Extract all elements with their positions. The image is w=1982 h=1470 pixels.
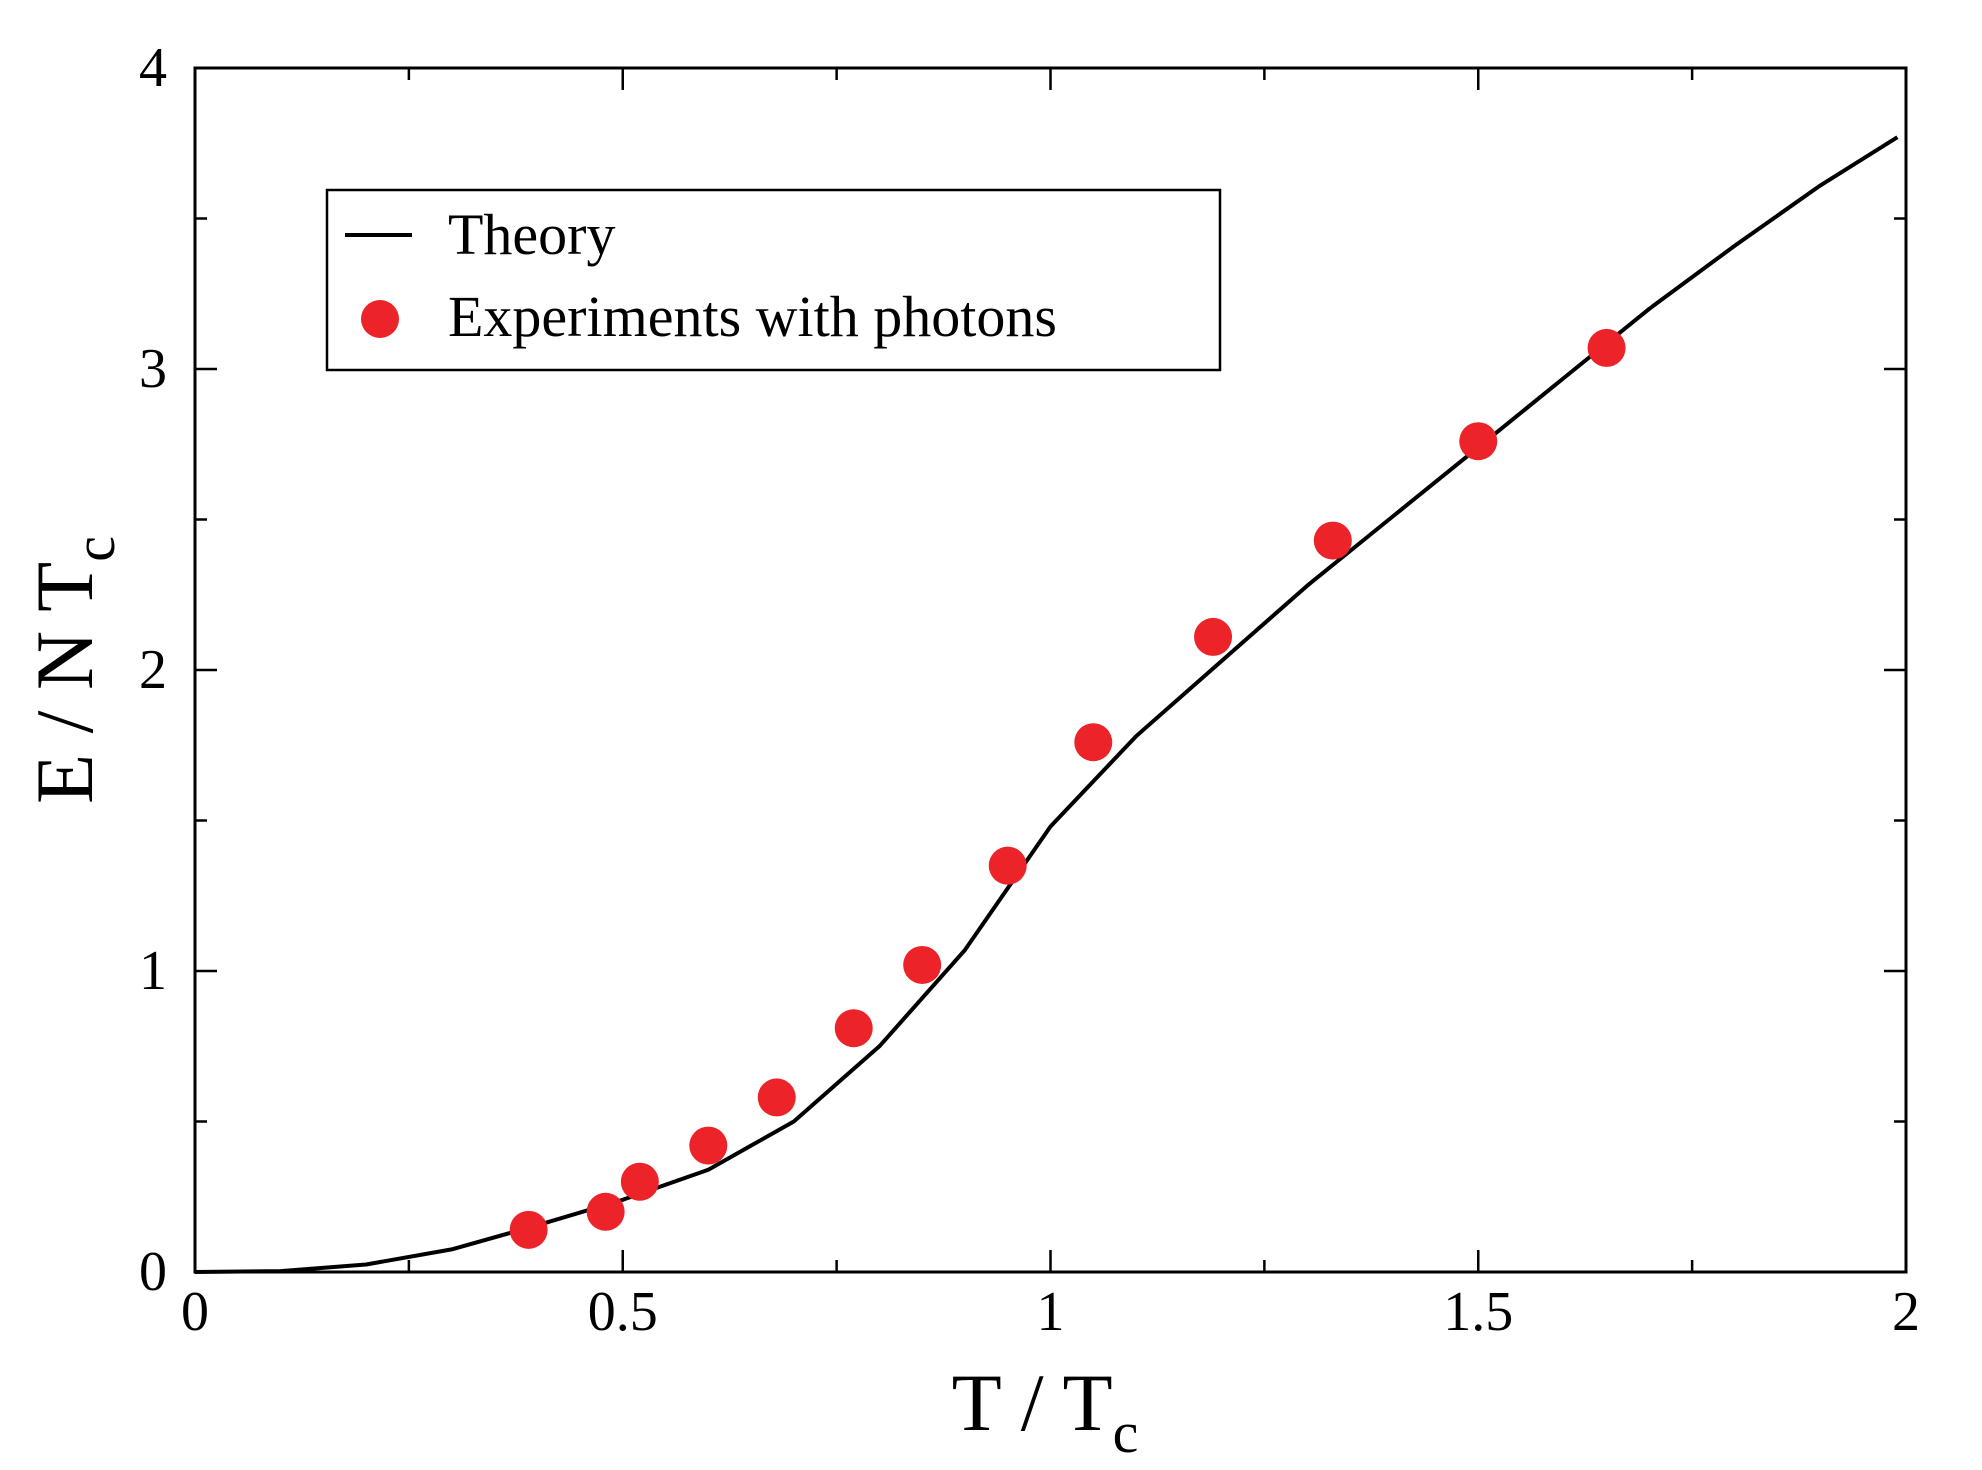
x-tick-label: 0 [181, 1281, 209, 1343]
x-tick-label: 0.5 [588, 1281, 658, 1343]
y-axis-label-main: E / N T [19, 562, 110, 804]
y-axis-label-subscript: c [62, 536, 127, 562]
experiment-point [689, 1126, 728, 1165]
experiment-point [834, 1009, 873, 1048]
y-tick-label: 3 [139, 338, 167, 400]
legend: Theory Experiments with photons [325, 188, 1222, 372]
experiment-point [1074, 723, 1113, 762]
experiment-point [757, 1078, 796, 1117]
y-tick-label: 1 [139, 940, 167, 1002]
legend-experiments-swatch [361, 300, 399, 338]
y-tick-label: 0 [139, 1241, 167, 1303]
x-axis-label: T / Tc [952, 1357, 1139, 1465]
y-tick-label: 4 [139, 37, 167, 99]
x-tick-label: 1.5 [1443, 1281, 1513, 1343]
legend-experiments-label: Experiments with photons [448, 284, 1057, 349]
x-axis-label-subscript: c [1113, 1400, 1139, 1465]
theory-line [194, 135, 1899, 1274]
experiment-point [586, 1192, 625, 1231]
experiment-point [1313, 521, 1352, 560]
x-tick-label: 2 [1892, 1281, 1920, 1343]
experiment-point [1459, 422, 1498, 461]
x-tick-label: 1 [1037, 1281, 1065, 1343]
experiment-point [1194, 617, 1233, 656]
plot-layer [194, 135, 1899, 1274]
experiment-point [988, 846, 1027, 885]
y-tick-label: 2 [139, 639, 167, 701]
experiment-point [903, 945, 942, 984]
experiment-point [509, 1210, 548, 1249]
legend-theory-label: Theory [448, 202, 616, 267]
tick-labels: 0 0.5 1 1.5 2 0 1 2 3 4 [139, 37, 1920, 1343]
plot-frame [193, 66, 1908, 1274]
experiment-point [620, 1162, 659, 1201]
experiment-point [1587, 328, 1626, 367]
legend-box [325, 188, 1222, 372]
y-axis-label: E / N Tc [19, 536, 127, 804]
x-axis-label-main: T / T [952, 1357, 1113, 1448]
